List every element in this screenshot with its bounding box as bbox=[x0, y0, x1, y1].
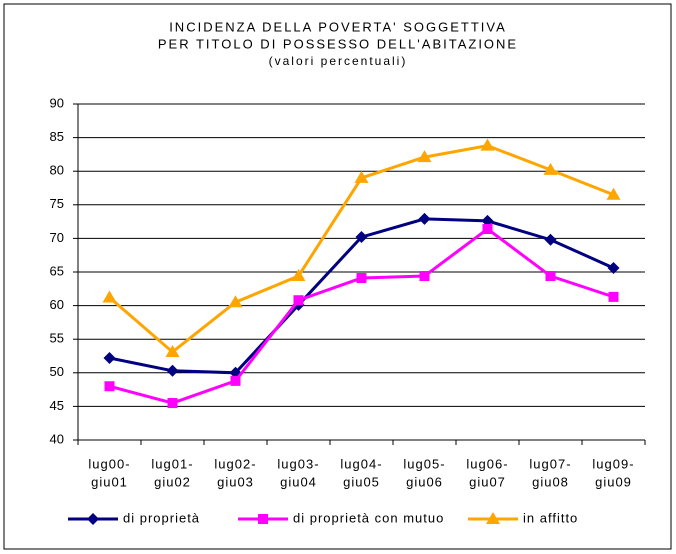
x-tick-label: lug04- bbox=[340, 456, 382, 471]
marker bbox=[228, 295, 243, 308]
y-tick-label: 55 bbox=[50, 331, 64, 346]
y-tick-label: 90 bbox=[50, 95, 64, 110]
x-tick-label: giu02 bbox=[154, 474, 191, 489]
marker bbox=[102, 290, 117, 303]
y-tick-label: 70 bbox=[50, 230, 64, 245]
x-tick-label: lug03- bbox=[277, 456, 319, 471]
y-tick-label: 45 bbox=[50, 398, 64, 413]
marker bbox=[166, 364, 179, 377]
y-tick-label: 40 bbox=[50, 431, 64, 446]
frame bbox=[3, 3, 672, 550]
legend-label: in affitto bbox=[523, 510, 578, 525]
x-tick-label: giu03 bbox=[217, 474, 254, 489]
x-tick-label: giu09 bbox=[595, 474, 632, 489]
marker bbox=[419, 271, 430, 282]
x-tick-label: giu08 bbox=[532, 474, 569, 489]
x-tick-label: lug09- bbox=[592, 456, 634, 471]
y-tick-label: 85 bbox=[50, 129, 64, 144]
marker bbox=[543, 162, 558, 175]
x-tick-label: lug05- bbox=[403, 456, 445, 471]
marker bbox=[606, 187, 621, 200]
x-tick-label: lug07- bbox=[529, 456, 571, 471]
y-tick-label: 75 bbox=[50, 196, 64, 211]
marker bbox=[167, 398, 178, 409]
marker bbox=[87, 513, 99, 525]
marker bbox=[165, 344, 180, 357]
x-tick-label: lug06- bbox=[466, 456, 508, 471]
x-tick-label: lug00- bbox=[88, 456, 130, 471]
marker bbox=[103, 352, 116, 365]
chart-title: (valori percentuali) bbox=[269, 54, 408, 68]
x-tick-label: giu05 bbox=[343, 474, 380, 489]
marker bbox=[104, 381, 115, 392]
marker bbox=[607, 261, 620, 274]
marker bbox=[230, 375, 241, 386]
x-tick-label: giu04 bbox=[280, 474, 317, 489]
y-tick-label: 65 bbox=[50, 263, 64, 278]
marker bbox=[356, 273, 367, 284]
marker bbox=[482, 223, 493, 234]
marker bbox=[417, 150, 432, 163]
marker bbox=[291, 269, 306, 282]
x-tick-label: giu06 bbox=[406, 474, 443, 489]
marker bbox=[481, 214, 494, 227]
marker bbox=[480, 138, 495, 151]
marker bbox=[355, 231, 368, 244]
marker bbox=[486, 512, 500, 524]
y-tick-label: 60 bbox=[50, 297, 64, 312]
marker bbox=[418, 212, 431, 225]
legend-label: di proprietà bbox=[123, 510, 200, 525]
legend-label: di proprietà con mutuo bbox=[293, 510, 444, 525]
x-tick-label: lug01- bbox=[151, 456, 193, 471]
chart-title: INCIDENZA DELLA POVERTA' SOGGETTIVA bbox=[169, 19, 507, 34]
x-tick-label: giu07 bbox=[469, 474, 506, 489]
y-tick-label: 50 bbox=[50, 364, 64, 379]
marker bbox=[545, 271, 556, 282]
marker bbox=[544, 233, 557, 246]
x-tick-label: lug02- bbox=[214, 456, 256, 471]
marker bbox=[293, 295, 304, 306]
chart-title: PER TITOLO DI POSSESSO DELL'ABITAZIONE bbox=[158, 36, 518, 51]
marker bbox=[608, 291, 619, 302]
marker bbox=[258, 514, 268, 524]
x-tick-label: giu01 bbox=[91, 474, 128, 489]
y-tick-label: 80 bbox=[50, 163, 64, 178]
marker bbox=[354, 170, 369, 183]
